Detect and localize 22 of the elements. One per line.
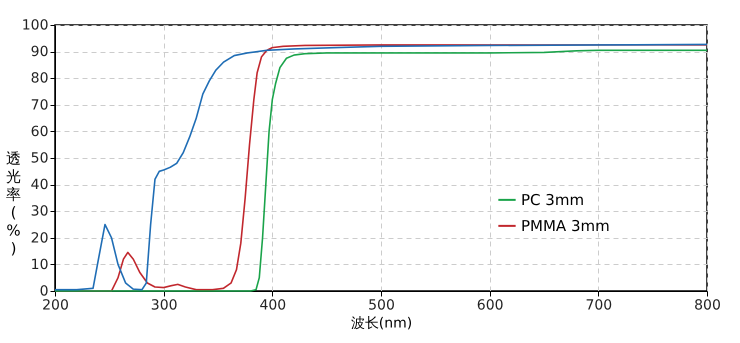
- x-tick-label: 300: [150, 298, 178, 314]
- x-tick-label: 700: [585, 298, 612, 314]
- legend-label: PC 3mm: [521, 190, 584, 209]
- x-tick-label: 400: [259, 298, 286, 314]
- y-tick-label: 70: [30, 97, 48, 114]
- y-tick-label: 50: [30, 150, 48, 166]
- x-tick-label: 800: [694, 298, 721, 314]
- y-tick-label: 30: [30, 204, 48, 220]
- y-tick-label: 90: [30, 44, 48, 60]
- x-tick-label: 200: [42, 298, 69, 314]
- y-tick-label: 40: [30, 177, 48, 194]
- legend-label: PMMA 3mm: [521, 216, 610, 235]
- y-axis-title: 透光率(%): [6, 150, 21, 258]
- x-tick-label: 600: [476, 298, 504, 314]
- y-tick-label: 80: [30, 70, 48, 87]
- y-tick-label: 10: [30, 256, 48, 273]
- x-tick-label: 500: [368, 298, 395, 314]
- y-tick-label: 60: [30, 124, 48, 140]
- y-tick-label: 20: [30, 230, 48, 246]
- x-axis-title: 波长(nm): [350, 316, 412, 332]
- y-tick-label: 0: [40, 284, 48, 300]
- y-tick-label: 100: [22, 18, 48, 34]
